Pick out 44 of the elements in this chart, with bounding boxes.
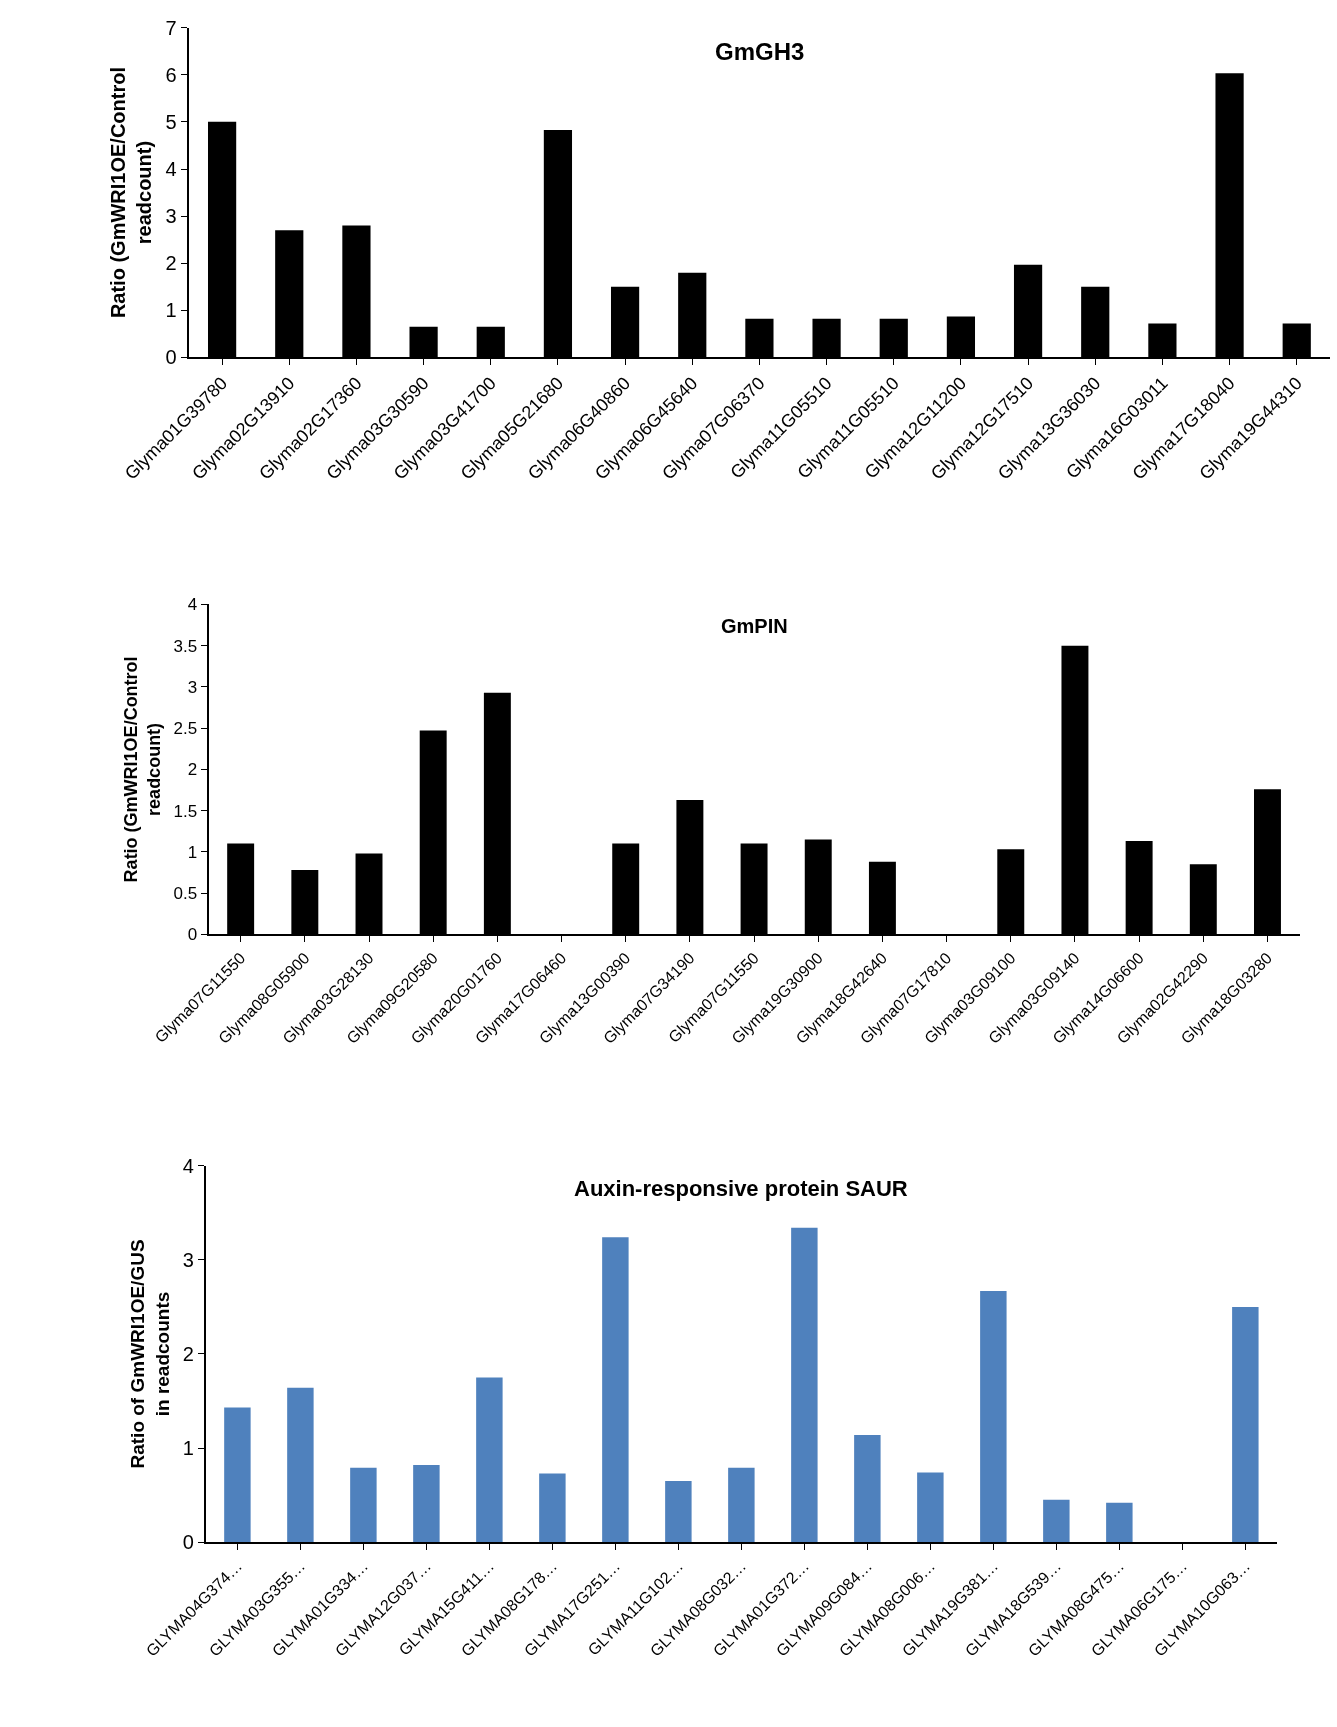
bar bbox=[665, 1481, 692, 1543]
bar bbox=[1232, 1306, 1259, 1543]
bar bbox=[287, 1387, 314, 1543]
bar bbox=[980, 1290, 1007, 1543]
y-tick-label: 0 bbox=[165, 346, 177, 369]
y-tick-label: 2 bbox=[182, 1342, 194, 1365]
y-tick-label: 2 bbox=[187, 760, 198, 780]
y-tick-label: 2.5 bbox=[173, 719, 198, 739]
y-tick-label: 1.5 bbox=[173, 801, 198, 821]
bar bbox=[224, 1407, 251, 1543]
bar bbox=[350, 1467, 377, 1543]
y-tick-label: 1 bbox=[182, 1437, 194, 1460]
bar bbox=[917, 1472, 944, 1543]
y-tick-label: 5 bbox=[165, 110, 177, 133]
y-tick-label: 3 bbox=[182, 1248, 194, 1271]
bar bbox=[791, 1227, 818, 1543]
y-tick-label: 3.5 bbox=[173, 636, 198, 656]
bar bbox=[1043, 1499, 1070, 1543]
text: GmPIN bbox=[721, 615, 788, 637]
y-tick-label: 1 bbox=[165, 299, 177, 322]
y-tick-label: 0.5 bbox=[173, 884, 198, 904]
y-tick-label: 4 bbox=[165, 158, 177, 180]
y-tick-label: 2 bbox=[165, 252, 177, 275]
y-axis-title: Ratio (GmWRI1OE/Control readcount) bbox=[120, 656, 165, 883]
text: Auxin-responsive protein SAUR bbox=[574, 1176, 908, 1201]
bar bbox=[854, 1434, 881, 1543]
y-axis-title: Ratio of GmWRI1OE/GUS in readcounts bbox=[127, 1239, 174, 1469]
y-axis-title: Ratio (GmWRI1OE/Control readcount) bbox=[107, 67, 156, 319]
y-tick-label: 1 bbox=[187, 842, 198, 862]
y-tick-label: 3 bbox=[165, 205, 177, 228]
y-tick-label: 4 bbox=[187, 595, 198, 615]
y-tick-label: 0 bbox=[187, 925, 198, 945]
bar bbox=[1106, 1502, 1133, 1543]
bar bbox=[413, 1465, 440, 1543]
bar bbox=[539, 1473, 566, 1543]
y-tick-label: 4 bbox=[182, 1154, 194, 1177]
bar bbox=[602, 1237, 629, 1543]
y-tick-label: 7 bbox=[165, 16, 177, 39]
chart-title: GmGH3 bbox=[715, 38, 805, 65]
bar bbox=[476, 1377, 503, 1543]
y-tick-label: 3 bbox=[187, 677, 198, 697]
y-tick-label: 6 bbox=[165, 63, 177, 86]
y-tick-label: 0 bbox=[182, 1531, 194, 1554]
bar bbox=[728, 1467, 755, 1543]
